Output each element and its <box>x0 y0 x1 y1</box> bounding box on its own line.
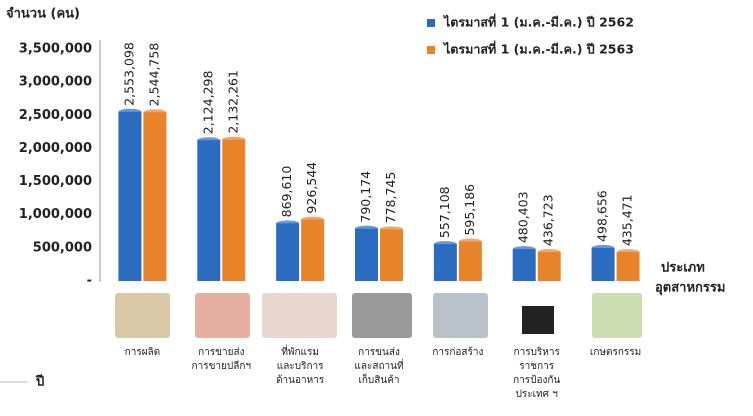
y-tick-label: 2,500,000 <box>19 108 92 123</box>
x-axis-title: ประเภท <box>661 261 705 276</box>
bar-top <box>143 109 166 115</box>
y-tick-label: 1,000,000 <box>19 207 92 222</box>
value-label: 778,745 <box>383 172 398 224</box>
bar <box>592 248 615 281</box>
bar-top <box>538 249 561 255</box>
y-tick-label: 3,500,000 <box>19 42 92 57</box>
value-label: 595,186 <box>462 184 477 236</box>
x-tick-label: การบริหาร <box>514 347 561 358</box>
icon <box>352 293 412 338</box>
x-tick-label: และสถานที่ <box>354 358 403 372</box>
bar <box>513 249 536 281</box>
x-tick-label: การก่อสร้าง <box>432 346 483 358</box>
bar-top <box>355 226 378 232</box>
y-tick-label: - <box>87 274 92 289</box>
legend-swatch <box>427 46 435 54</box>
bar <box>617 252 640 281</box>
value-label: 498,656 <box>595 190 610 242</box>
bar <box>222 140 245 281</box>
x-tick-label: ด้านอาหาร <box>276 374 325 386</box>
x-tick-label: การขายปลีกฯ <box>192 360 252 372</box>
bar <box>355 229 378 281</box>
value-label: 869,610 <box>279 166 294 218</box>
bar-top <box>459 239 482 245</box>
value-label: 2,132,261 <box>225 70 240 134</box>
footer-label: ปี <box>35 374 44 390</box>
bar-top <box>434 241 457 247</box>
icon <box>592 293 642 338</box>
x-tick-label: ราชการ <box>519 361 554 372</box>
x-tick-label: การผลิต <box>125 347 161 358</box>
value-label: 480,403 <box>516 191 531 243</box>
value-label: 2,124,298 <box>200 71 215 135</box>
x-tick-label: ที่พักแรม <box>281 344 319 358</box>
bar <box>197 140 220 281</box>
bar-top <box>222 137 245 143</box>
bar-top <box>592 245 615 251</box>
bar <box>301 220 324 281</box>
bar-top <box>118 109 141 115</box>
icons <box>115 293 642 338</box>
bar-top <box>617 249 640 255</box>
x-tick-label: เกษตรกรรม <box>590 347 641 358</box>
x-tick-label: ประเทศ ฯ <box>516 389 558 400</box>
value-label: 436,723 <box>541 194 556 246</box>
value-label: 926,544 <box>304 162 319 214</box>
value-label: 2,544,758 <box>146 43 161 107</box>
icon <box>262 293 337 338</box>
chart: จำนวน (คน) ประเภท อุตสาหกรรม ปี - 500,000… <box>0 0 753 416</box>
bar <box>459 242 482 281</box>
bar <box>434 244 457 281</box>
legend-label: ไตรมาสที่ 1 (ม.ค.-มี.ค.) ปี 2563 <box>442 41 634 57</box>
bar-top <box>197 137 220 143</box>
y-tick-label: 3,000,000 <box>19 75 92 90</box>
x-tick-label: เก็บสินค้า <box>358 372 399 386</box>
y-tick-label: 1,500,000 <box>19 174 92 189</box>
y-axis-title: จำนวน (คน) <box>6 6 80 22</box>
bar-top <box>301 217 324 223</box>
bar <box>380 229 403 281</box>
bar-top <box>513 246 536 252</box>
bar-top <box>380 226 403 232</box>
x-tick-label: การป้องกัน <box>513 374 560 386</box>
icon <box>522 306 554 334</box>
bar <box>276 223 299 281</box>
x-tick-label: การขนส่ง <box>358 347 400 358</box>
bar-top <box>276 220 299 226</box>
legend-label: ไตรมาสที่ 1 (ม.ค.-มี.ค.) ปี 2562 <box>442 14 634 30</box>
icon <box>195 293 250 338</box>
icon <box>115 293 170 338</box>
x-tick-label: การขายส่ง <box>198 347 244 358</box>
bar <box>143 112 166 281</box>
value-label: 435,471 <box>620 194 635 246</box>
x-tick-label: และบริการ <box>277 361 324 372</box>
x-axis-title: อุตสาหกรรม <box>655 281 725 296</box>
icon <box>433 293 488 338</box>
y-tick-label: 500,000 <box>33 240 92 255</box>
value-label: 790,174 <box>358 171 373 223</box>
value-label: 2,553,098 <box>121 42 136 106</box>
bar <box>538 252 561 281</box>
value-label: 557,108 <box>437 186 452 238</box>
y-tick-label: 2,000,000 <box>19 141 92 156</box>
legend-swatch <box>427 19 435 27</box>
bar <box>118 112 141 281</box>
